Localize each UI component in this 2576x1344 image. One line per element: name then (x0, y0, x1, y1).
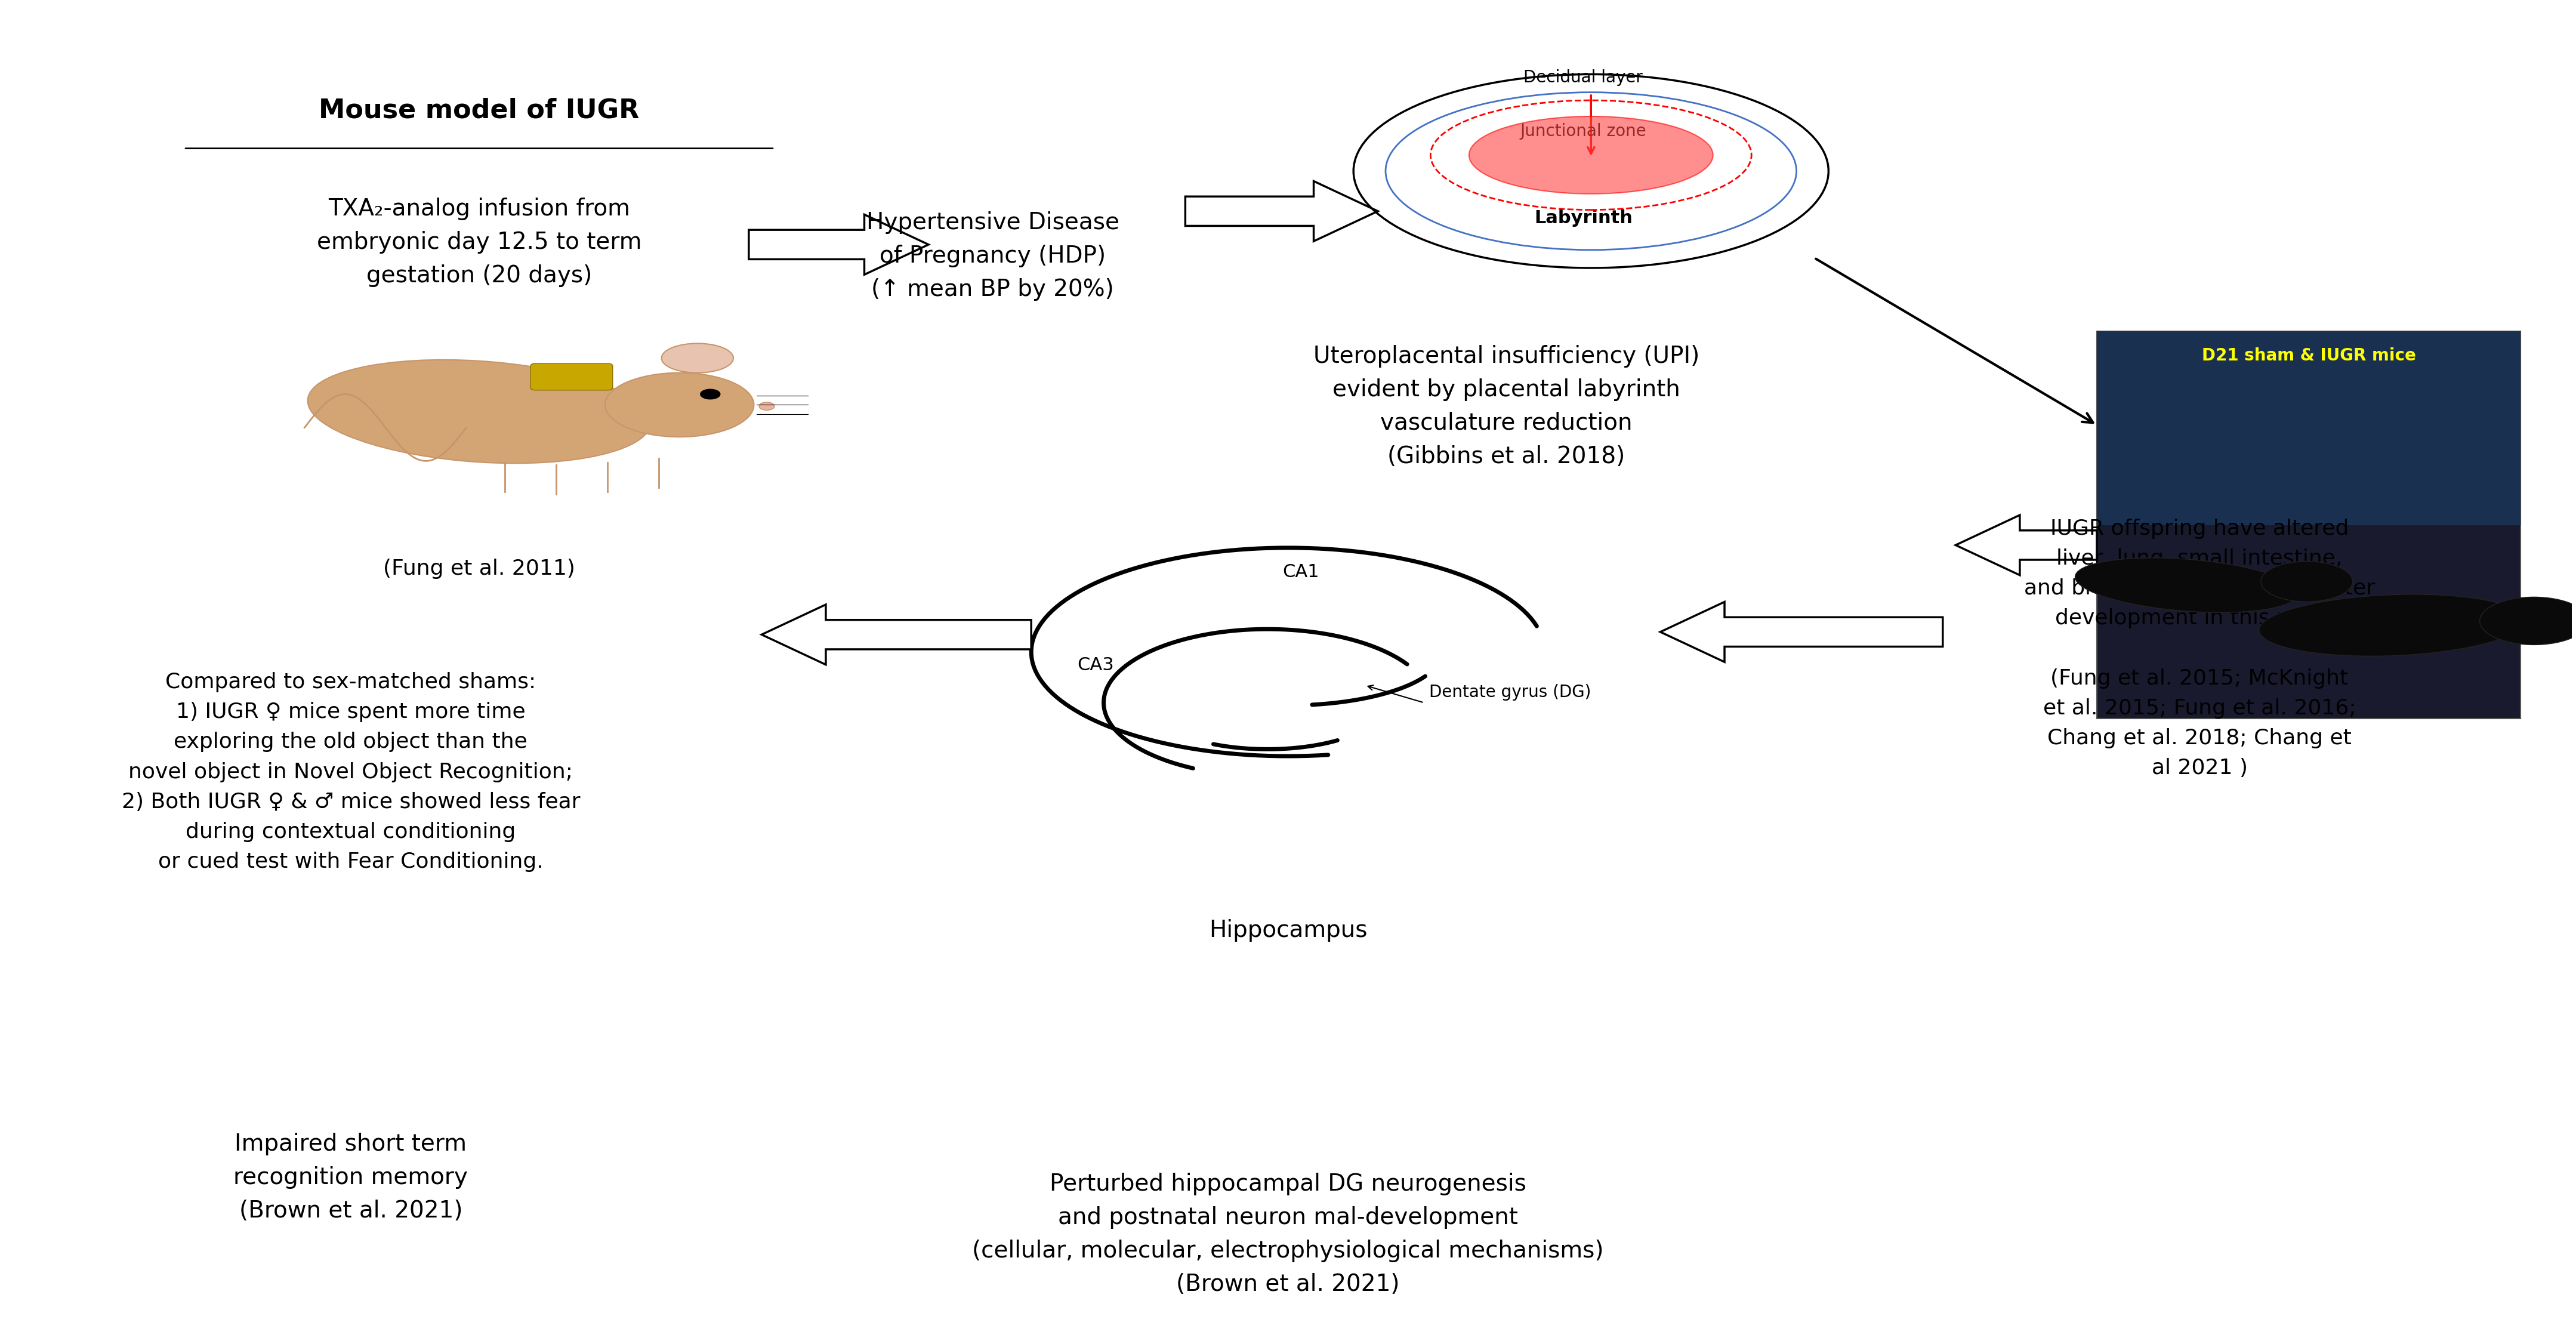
Ellipse shape (2481, 597, 2576, 645)
Ellipse shape (307, 360, 652, 464)
Polygon shape (750, 215, 927, 274)
Circle shape (760, 402, 775, 410)
Ellipse shape (605, 372, 755, 437)
Ellipse shape (2076, 558, 2298, 613)
Text: Dentate gyrus (DG): Dentate gyrus (DG) (1430, 684, 1592, 700)
Text: Hippocampus: Hippocampus (1208, 919, 1368, 942)
Text: Impaired short term
recognition memory
(Brown et al. 2021): Impaired short term recognition memory (… (234, 1133, 469, 1222)
FancyBboxPatch shape (531, 363, 613, 390)
Text: CA3: CA3 (1077, 657, 1113, 673)
Text: Decidual layer: Decidual layer (1522, 70, 1643, 86)
Text: Mouse model of IUGR: Mouse model of IUGR (319, 98, 639, 124)
Ellipse shape (2259, 594, 2524, 656)
Text: (Fung et al. 2011): (Fung et al. 2011) (384, 559, 574, 579)
Ellipse shape (2262, 562, 2352, 602)
Text: Junctional zone: Junctional zone (1520, 122, 1646, 140)
Text: TXA₂-analog infusion from
embryonic day 12.5 to term
gestation (20 days): TXA₂-analog infusion from embryonic day … (317, 198, 641, 288)
Text: D21 sham & IUGR mice: D21 sham & IUGR mice (2202, 347, 2416, 364)
Ellipse shape (1468, 117, 1713, 194)
Polygon shape (1662, 602, 1942, 663)
Text: Hypertensive Disease
of Pregnancy (HDP)
(↑ mean BP by 20%): Hypertensive Disease of Pregnancy (HDP) … (866, 211, 1118, 301)
Ellipse shape (662, 344, 734, 372)
FancyBboxPatch shape (2097, 332, 2519, 719)
Text: CA1: CA1 (1283, 563, 1319, 581)
Polygon shape (1955, 515, 2097, 575)
Polygon shape (1185, 181, 1378, 241)
FancyBboxPatch shape (2097, 332, 2519, 526)
Text: IUGR offspring have altered
liver, lung, small intestine,
and brain white and gr: IUGR offspring have altered liver, lung,… (2025, 519, 2375, 778)
Text: Labyrinth: Labyrinth (1535, 210, 1633, 227)
Text: Compared to sex-matched shams:
1) IUGR ♀ mice spent more time
exploring the old : Compared to sex-matched shams: 1) IUGR ♀… (121, 672, 580, 872)
Text: Uteroplacental insufficiency (UPI)
evident by placental labyrinth
vasculature re: Uteroplacental insufficiency (UPI) evide… (1314, 345, 1700, 468)
Circle shape (701, 388, 721, 399)
Polygon shape (762, 605, 1030, 665)
Text: Perturbed hippocampal DG neurogenesis
and postnatal neuron mal-development
(cell: Perturbed hippocampal DG neurogenesis an… (971, 1173, 1605, 1296)
